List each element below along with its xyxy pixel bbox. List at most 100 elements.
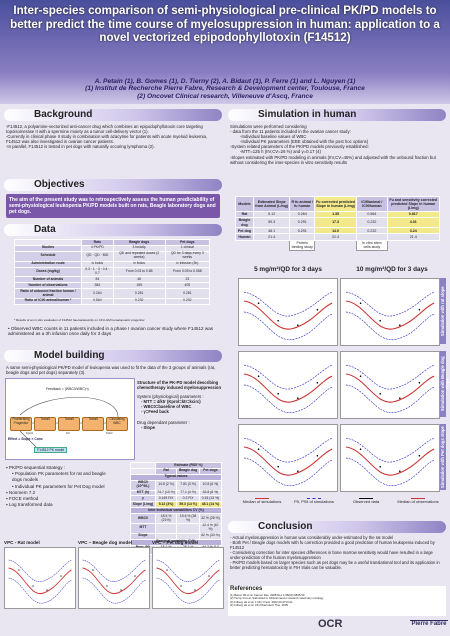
table-cell: 14.8 (2 %)	[154, 479, 178, 491]
table-cell: Number of observations	[13, 282, 83, 290]
table-row: Beagle dog 59.3 0.291 17.3 0.232 4.01	[235, 216, 441, 229]
diagram-label: F14512 PK model	[34, 447, 68, 453]
affiliation: (2) Oncovet Clinical research, Villeneuv…	[137, 92, 313, 100]
sim-line: -Individual PK parameters (EBE obtained …	[240, 139, 369, 145]
table-cell: 10.8 (6 %)	[198, 479, 223, 491]
bullet-text: Individual PK parameters for Pet Dog mod…	[14, 483, 105, 489]
header-banner	[0, 0, 450, 104]
sim-line: -MTT=125 h (IIV,CV=26 %) and γ=0.17 (4)	[240, 149, 321, 155]
simulation-table: Models Estimated Slope from Animal (L/mg)…	[235, 196, 441, 252]
table-cell: QD for 3 days every 3 weeks	[164, 250, 211, 262]
reference: (2) Tierny D et al. Submitted to Clinica…	[230, 596, 324, 601]
table-header: Fu corrected predicted Slope in human (L…	[313, 196, 358, 212]
vpc-panels: VPC - Rat model VPC – Beagle dog model VPC…	[4, 540, 224, 610]
table-row: Administration route iv bolus iv bolus iv i…	[13, 260, 211, 268]
bullet: ▪ Nonmem 7.2	[6, 489, 36, 495]
table-cell: Studies	[13, 244, 83, 252]
table-cell: MTT	[130, 522, 156, 534]
authors: A. Petain (1), B. Gomes (1), D. Tierny (…	[8, 78, 442, 100]
data-bullet: • Observed WBC counts in 11 patients inc…	[8, 326, 214, 337]
table-row: Schedule QD · QD · BID QD and repeated dos…	[13, 250, 211, 262]
table-cell: 0.281	[164, 288, 211, 299]
table-cell: 1 clinical	[164, 244, 211, 252]
author-list: A. Petain (1), B. Gomes (1), D. Tierny (…	[94, 78, 356, 85]
diagram-rate: Ktr	[66, 431, 70, 435]
legend-swatch	[307, 498, 321, 499]
table-header: Fu and sensitivity corrected predicted S…	[386, 196, 441, 212]
data-table-wrap: Rats Beagle dogs Pet dogs Studies 4 PK/PD 3 t…	[13, 239, 211, 305]
plot-graphic	[243, 364, 333, 413]
table-header: Estimated Slope from Animal (L/mg)	[252, 196, 291, 212]
table-cell: 18.5 % (21%)	[154, 513, 178, 524]
table-section: Residual variability CV%	[130, 538, 222, 546]
row-label: Simulation with Beagle dog slope	[440, 351, 450, 417]
conclusion-item: - Considering correction for inter speci…	[230, 550, 433, 560]
bullet: • Individual PK parameters for Pet Dog m…	[12, 483, 105, 489]
diagram-node: Proliferating Progenitor	[10, 417, 32, 431]
structure-text: Structure of the PK-PD model describing …	[137, 380, 222, 430]
legend-swatch	[359, 498, 373, 499]
table-cell: Doses (mg/kg)	[13, 266, 83, 278]
row-label: Simulation with Pet dogs slope	[440, 424, 446, 490]
references-box	[228, 586, 446, 616]
table-cell: 32 % (28 %)	[198, 513, 223, 524]
plot-panel	[238, 278, 338, 346]
table-cell: Ratio of unbound fraction human / animal	[13, 288, 83, 299]
table-cell: 4.01	[386, 216, 441, 229]
sim-line: Simulations were performed considering	[230, 124, 307, 129]
structure-item: - γ=Feed back	[141, 409, 169, 414]
table-row: Rats Beagle dogs Pet dogs	[13, 239, 211, 246]
table-cell: 0.281	[112, 288, 166, 299]
reference: (3) Friberg LE et al. J Clin Oncol. 2002…	[230, 599, 293, 604]
model-text: A same semi-physiological PK/PD model of…	[6, 365, 216, 376]
table-row: MTT 12.4 % (67 %)	[130, 522, 223, 534]
table-row: WBC0 (10^9/L) 14.8 (2 %) 7.81 (3 %) 10.8 (6…	[130, 479, 223, 491]
legend-text: P5, P95 of simulations	[294, 499, 334, 504]
diagram-rate: Kcirc	[106, 431, 113, 435]
table-row: Doses (mg/kg) 0.3 · 1 · 3 · 0.4 · 0.7 From…	[13, 266, 211, 278]
section-heading: Model building	[4, 350, 222, 362]
table-cell: 7.81 (3 %)	[176, 479, 200, 491]
table-section: Typical values	[130, 473, 222, 481]
column-title: 5 mg/m²/QD for 3 days	[254, 266, 322, 273]
table-cell: Beagle dog	[235, 216, 254, 229]
table-cell: iv infusion (3h)	[164, 260, 211, 268]
bullet: ▪ Log transformed data	[6, 502, 53, 508]
diagram-label: Feedback = (WBC0/WBC)^γ	[46, 387, 89, 391]
legend-text: Median of simulations	[242, 499, 282, 504]
section-heading: Simulation in human	[228, 109, 446, 121]
table-cell: QD and repeated doses (2 weeks)	[112, 250, 166, 262]
conclusion-item: - Both Pet / Beagle dogs models with fu …	[230, 540, 435, 550]
table-row: Rat 5.12 0.264 1.35 0.564 0.817	[235, 210, 441, 218]
plot-panel	[78, 547, 150, 609]
model-bullets: ▪ PK/PD sequential strategy : • Populatio…	[6, 465, 106, 508]
row-label: Simulation with rat slope	[440, 278, 446, 344]
legend-item: Median of observations	[394, 498, 442, 505]
paragraph: -F14512, a polyamine-vectorized anti-can…	[6, 124, 203, 135]
bullet-text: Log transformed data	[8, 502, 53, 508]
table-row: Slope (L/mg) 5.12 (3%) 59.3 (14 %) 48.1 (14…	[130, 501, 223, 509]
plot-graphic	[243, 291, 333, 340]
table-cell: 0.264	[81, 288, 114, 299]
table-row: Pet dog 48.1 0.291 14.0 0.232 3.24	[235, 227, 441, 235]
reference: (1) Barret JM et al. Cancer Res. 2008 De…	[230, 593, 305, 597]
table-cell: 405	[164, 282, 211, 290]
table-cell: 0.564	[81, 297, 114, 305]
plot-panel	[340, 424, 440, 492]
objectives-box: The aim of the present study was to retr…	[6, 194, 220, 218]
sim-line: -Slopes estimated with PK/PD modeling in…	[230, 154, 436, 165]
table-row: Protein binding study In vitro stem cells…	[236, 239, 440, 252]
poster-title: Inter-species comparison of semi-physiol…	[10, 4, 440, 45]
table-cell: 0.232	[112, 297, 166, 305]
plot-panel	[238, 351, 338, 419]
table-row: Ratio of unbound fraction human / animal…	[13, 288, 211, 299]
reference: (4) Friberg LE et al. Clin Pharmacol The…	[230, 603, 288, 608]
table-row: WBC0 18.5 % (21%) 19.6 % (38 %) 32 % (28 %)	[130, 513, 223, 524]
table-cell: 0.291	[289, 216, 315, 229]
conclusion-item: - Actual myelosuppression in human was c…	[230, 535, 394, 540]
section-heading: Conclusion	[228, 521, 446, 533]
references-list: (1) Barret JM et al. Cancer Res. 2008 De…	[230, 593, 444, 608]
table-cell: From 0.03 to 0.88	[112, 266, 166, 278]
table-row: γ 0.149 FIX 0.2 FIX 0.15 (13 %)	[130, 495, 223, 503]
table-cell: WBC0 (10^9/L)	[130, 479, 156, 491]
